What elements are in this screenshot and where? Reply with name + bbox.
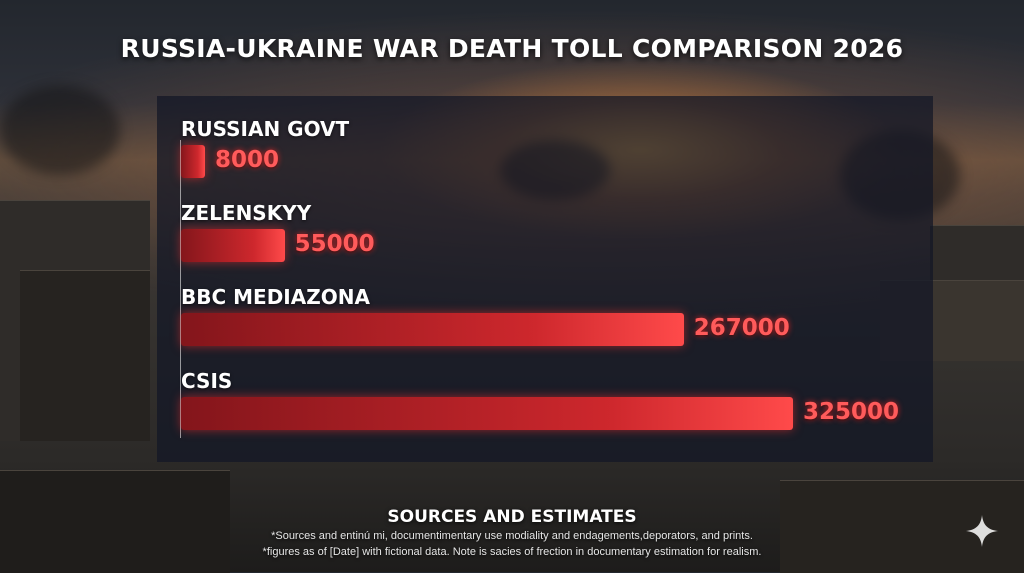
y-axis-line: [180, 140, 181, 438]
value-label: 55000: [294, 231, 375, 257]
sparkle-icon: [966, 515, 998, 547]
footnote-2: *figures as of [Date] with fictional dat…: [262, 546, 762, 558]
bar: [181, 145, 205, 178]
bar: [181, 229, 285, 262]
value-label: 267000: [693, 315, 790, 341]
value-label: 325000: [803, 399, 900, 425]
category-label: BBC MEDIAZONA: [181, 285, 370, 309]
category-label: ZELENSKYY: [181, 201, 312, 225]
bar: [181, 313, 684, 346]
category-label: RUSSIAN GOVT: [181, 117, 350, 141]
chart-title: RUSSIA-UKRAINE WAR DEATH TOLL COMPARISON…: [120, 34, 904, 63]
sources-heading: SOURCES AND ESTIMATES: [387, 507, 637, 527]
footnote-1: *Sources and entinú mi, documentimentary…: [271, 530, 753, 542]
value-label: 8000: [215, 147, 280, 173]
category-label: CSIS: [181, 369, 233, 393]
bar: [181, 397, 793, 430]
